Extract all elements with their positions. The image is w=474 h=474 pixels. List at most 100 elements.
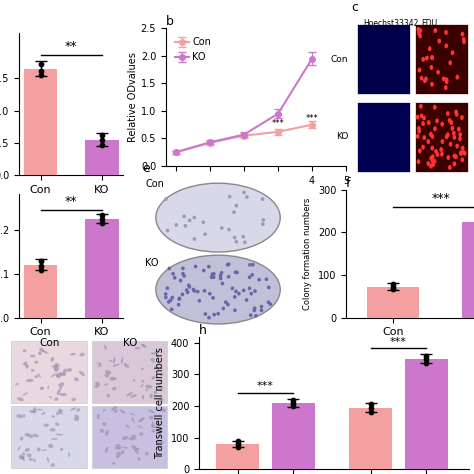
Circle shape [219,273,222,277]
Text: KO: KO [336,133,348,141]
Ellipse shape [50,428,56,431]
Text: Con: Con [145,179,164,189]
Ellipse shape [23,364,29,366]
Circle shape [181,266,185,270]
Ellipse shape [122,436,128,440]
Ellipse shape [120,450,125,455]
Circle shape [245,195,249,199]
Ellipse shape [122,447,128,448]
FancyBboxPatch shape [91,340,167,403]
Circle shape [169,299,173,302]
Ellipse shape [39,347,44,352]
Circle shape [425,55,429,61]
Circle shape [460,115,464,120]
Ellipse shape [152,421,154,427]
Text: c: c [351,1,358,14]
Circle shape [430,146,434,151]
Ellipse shape [32,434,39,438]
Circle shape [459,151,463,156]
Circle shape [260,305,263,309]
Ellipse shape [114,447,119,449]
Ellipse shape [25,448,30,452]
Circle shape [219,271,223,275]
Circle shape [421,121,425,126]
Circle shape [196,290,200,293]
Circle shape [460,157,464,162]
Circle shape [224,301,228,304]
Circle shape [431,154,435,159]
Circle shape [211,296,215,300]
Circle shape [226,302,230,306]
Circle shape [422,116,426,120]
Circle shape [429,65,433,70]
Circle shape [233,309,237,312]
Text: ***: *** [431,191,450,205]
Ellipse shape [150,358,155,361]
Point [36,266,44,274]
Circle shape [459,150,463,155]
Circle shape [191,288,195,292]
Circle shape [417,31,421,36]
Circle shape [445,79,448,84]
Circle shape [203,289,206,293]
Ellipse shape [71,398,76,401]
Circle shape [462,39,466,44]
Circle shape [457,127,461,132]
Ellipse shape [20,456,25,459]
Ellipse shape [22,453,26,456]
Text: h: h [199,324,207,337]
Ellipse shape [116,444,121,449]
Bar [367,287,419,318]
Text: ***: *** [257,381,274,391]
Circle shape [164,295,168,299]
Point [36,257,44,265]
Ellipse shape [133,379,135,382]
Circle shape [241,235,245,238]
Circle shape [235,271,239,274]
Circle shape [431,159,435,164]
Ellipse shape [128,437,134,440]
Ellipse shape [51,438,58,440]
Point [367,400,374,407]
Ellipse shape [55,397,58,401]
Circle shape [248,263,252,267]
Ellipse shape [112,462,115,465]
Point [390,285,397,292]
Ellipse shape [136,451,139,454]
Circle shape [212,275,216,279]
Ellipse shape [152,429,155,432]
Circle shape [202,269,206,273]
Ellipse shape [119,410,126,414]
Ellipse shape [112,364,119,367]
Circle shape [463,151,466,156]
Ellipse shape [145,452,149,456]
Ellipse shape [27,454,32,457]
Circle shape [429,156,433,161]
Point [367,404,374,411]
Ellipse shape [59,373,66,376]
Bar [24,69,57,175]
Point [98,211,106,219]
Circle shape [433,126,437,131]
Ellipse shape [66,368,72,372]
Text: KO: KO [123,338,137,348]
Circle shape [458,132,462,137]
Circle shape [418,129,421,134]
Circle shape [208,292,211,296]
Ellipse shape [105,429,109,436]
Circle shape [445,134,448,139]
Circle shape [417,126,420,131]
FancyBboxPatch shape [91,406,167,468]
Ellipse shape [38,352,42,355]
Ellipse shape [71,407,76,410]
Circle shape [420,113,423,118]
Circle shape [431,162,435,167]
Ellipse shape [104,345,107,350]
Circle shape [452,131,456,136]
Circle shape [188,285,191,289]
Circle shape [429,164,433,169]
Ellipse shape [137,426,143,428]
Circle shape [262,218,265,222]
FancyBboxPatch shape [415,24,468,94]
Point [423,355,430,363]
